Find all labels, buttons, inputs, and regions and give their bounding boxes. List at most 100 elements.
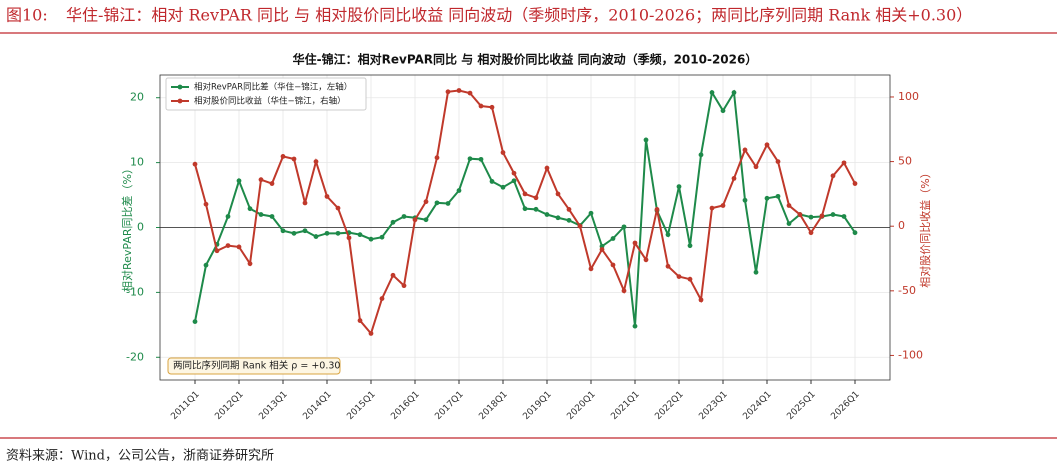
legend-marker <box>177 84 183 90</box>
annotation: 两同比序列同期 Rank 相关 ρ = +0.30 <box>173 360 340 372</box>
x-tick-label: 2013Q1 <box>257 390 289 422</box>
point <box>500 150 506 155</box>
x-tick-label: 2016Q1 <box>389 390 421 422</box>
point <box>368 236 374 242</box>
point <box>742 197 748 203</box>
point <box>313 159 319 164</box>
x-tick-label: 2012Q1 <box>213 390 245 422</box>
point <box>544 165 550 171</box>
point <box>456 188 462 193</box>
x-tick-label: 2024Q1 <box>741 390 773 422</box>
point <box>731 90 737 95</box>
x-tick-label: 2020Q1 <box>565 390 597 422</box>
point <box>203 201 209 207</box>
point <box>379 296 385 301</box>
point <box>830 212 836 217</box>
point <box>665 232 671 238</box>
point <box>742 147 748 153</box>
figure-label: 图10: <box>6 6 48 25</box>
point <box>280 228 286 234</box>
point <box>731 175 737 181</box>
point <box>390 272 396 278</box>
x-tick-label: 2026Q1 <box>829 390 861 422</box>
x-tick-label: 2025Q1 <box>785 390 817 422</box>
point <box>423 217 429 223</box>
point <box>775 159 781 164</box>
point <box>687 276 693 282</box>
x-tick-label: 2018Q1 <box>477 390 509 422</box>
point <box>852 181 858 186</box>
point <box>610 262 616 268</box>
point <box>555 191 561 197</box>
point <box>225 214 231 219</box>
point <box>511 170 517 176</box>
legend-label: 相对RevPAR同比差（华住−锦江，左轴） <box>194 82 352 93</box>
point <box>643 137 649 143</box>
y2-tick-label: -100 <box>898 348 923 361</box>
point <box>335 205 341 211</box>
chart-title: 华住-锦江：相对RevPAR同比 与 相对股价同比收益 同向波动（季频，2010… <box>293 52 758 67</box>
point <box>214 248 220 254</box>
point <box>522 206 528 212</box>
source: 资料来源：Wind，公司公告，浙商证券研究所 <box>6 448 274 464</box>
point <box>588 266 594 272</box>
point <box>313 234 319 239</box>
annotation-box <box>167 357 341 375</box>
point <box>478 103 484 109</box>
plot-frame <box>159 74 891 381</box>
point <box>291 230 297 236</box>
point <box>467 156 473 162</box>
point <box>577 223 583 229</box>
y-tick-label: 10 <box>130 156 144 169</box>
point <box>346 235 352 241</box>
point <box>522 191 528 197</box>
point <box>709 205 715 211</box>
point <box>764 195 770 201</box>
point <box>357 318 363 323</box>
point <box>698 297 704 303</box>
point <box>566 217 572 223</box>
y2-axis-label: 相对股价同比收益（%） <box>918 167 932 287</box>
point <box>467 90 473 96</box>
point <box>478 156 484 162</box>
point <box>379 234 385 240</box>
point <box>401 283 407 289</box>
y-tick-label: 20 <box>130 91 144 104</box>
point <box>786 221 792 227</box>
point <box>841 214 847 219</box>
legend-marker <box>177 98 183 104</box>
point <box>533 206 539 212</box>
point <box>841 160 847 166</box>
point <box>621 288 627 294</box>
point <box>335 230 341 236</box>
point <box>489 104 495 110</box>
y2-tick-label: 100 <box>898 90 919 103</box>
point <box>445 201 451 206</box>
point <box>445 89 451 95</box>
x-tick-label: 2022Q1 <box>653 390 685 422</box>
point <box>533 195 539 201</box>
x-tick-label: 2011Q1 <box>169 390 201 422</box>
point <box>698 152 704 158</box>
point <box>368 331 374 336</box>
point <box>302 228 308 234</box>
y2-tick-label: 50 <box>898 155 912 168</box>
point <box>753 269 759 275</box>
point <box>599 247 605 252</box>
point <box>423 199 429 205</box>
point <box>720 108 726 114</box>
point <box>588 210 594 216</box>
point <box>489 179 495 184</box>
x-tick-label: 2019Q1 <box>521 390 553 422</box>
y-tick-label: 0 <box>137 221 144 234</box>
series-line <box>194 89 856 336</box>
point <box>247 261 253 267</box>
point <box>225 243 231 248</box>
point <box>775 193 781 199</box>
point <box>555 215 561 221</box>
y-tick-label: -10 <box>126 285 144 298</box>
point <box>324 230 330 236</box>
point <box>643 257 649 263</box>
point <box>291 156 297 162</box>
